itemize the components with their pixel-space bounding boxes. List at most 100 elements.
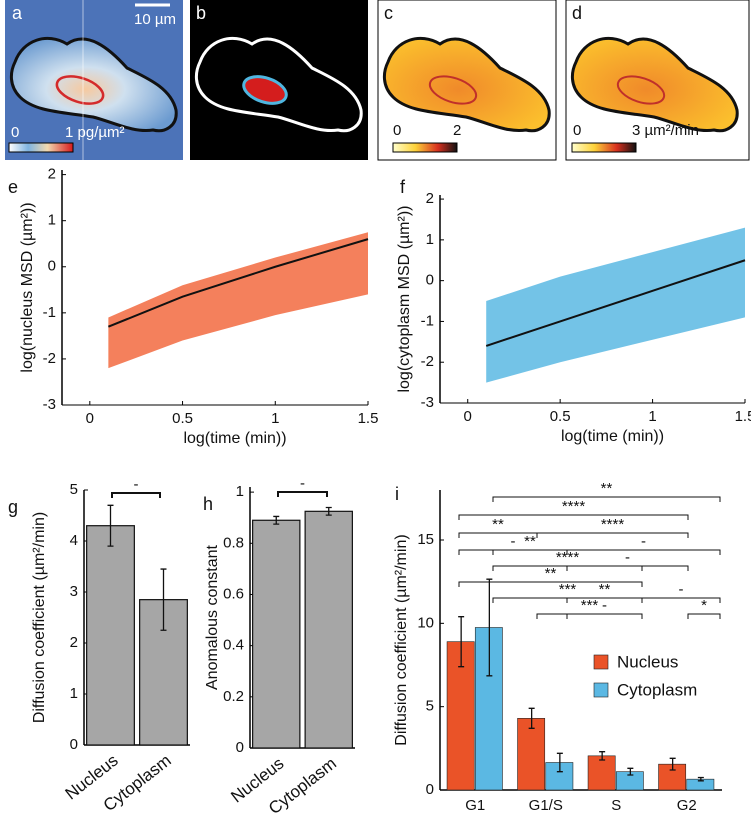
significance-bracket xyxy=(566,565,689,571)
y-tick-label: 15 xyxy=(417,531,434,548)
y-tick-label: 0.4 xyxy=(223,637,244,654)
significance-bracket xyxy=(566,613,643,619)
y-tick-label: 1 xyxy=(426,231,434,248)
significance-bracket xyxy=(111,492,161,498)
legend-label: Nucleus xyxy=(617,652,678,671)
significance-label: - xyxy=(625,549,630,566)
image-background xyxy=(190,0,368,160)
x-tick-label: S xyxy=(611,797,621,814)
nucleus xyxy=(242,75,288,105)
error-bar xyxy=(486,578,493,677)
legend-swatch xyxy=(593,654,609,670)
y-tick-label: -1 xyxy=(43,304,56,321)
y-tick-label: -1 xyxy=(421,312,434,329)
panel-label: d xyxy=(572,3,582,23)
x-tick-label: 0.5 xyxy=(550,408,571,425)
error-bar xyxy=(160,568,167,631)
y-tick-label: 1 xyxy=(48,212,56,229)
bar xyxy=(587,755,616,791)
error-bar xyxy=(325,506,332,516)
significance-label: - xyxy=(300,475,305,492)
significance-label: - xyxy=(511,533,516,550)
panel-a: 10 µm 0 1 pg/µm² a xyxy=(5,0,183,160)
panel-d: 0 3 µm²/min d xyxy=(565,0,750,161)
y-axis-label: log(cytoplasm MSD (µm²)) xyxy=(396,205,413,392)
significance-bracket xyxy=(687,613,721,619)
scale-bar-label: 10 µm xyxy=(134,11,176,28)
y-axis-label: Anomalous constant xyxy=(204,544,221,690)
y-tick-label: 4 xyxy=(70,532,78,549)
significance-label: - xyxy=(679,581,684,598)
bar xyxy=(304,510,353,749)
error-bar xyxy=(556,752,563,773)
y-tick-label: 2 xyxy=(426,190,434,207)
significance-label: ** xyxy=(524,533,536,550)
y-tick-label: 1 xyxy=(70,685,78,702)
x-axis-label: log(time (min)) xyxy=(183,430,286,447)
y-tick-label: -3 xyxy=(43,396,56,413)
significance-label: *** xyxy=(581,597,599,614)
significance-bracket xyxy=(492,496,721,502)
significance-label: **** xyxy=(562,498,586,515)
y-axis-label: Diffusion coefficient (µm²/min) xyxy=(393,534,410,745)
panel-b: b xyxy=(190,0,368,160)
y-tick-label: 0 xyxy=(426,781,434,798)
significance-label: * xyxy=(701,597,707,614)
significance-bracket xyxy=(536,532,689,538)
mean-line xyxy=(485,259,746,347)
trajectory-band xyxy=(486,227,745,383)
y-tick-label: -2 xyxy=(43,350,56,367)
error-bar xyxy=(599,751,606,761)
legend-label: Cytoplasm xyxy=(617,680,697,699)
significance-bracket xyxy=(566,549,721,555)
x-tick-label: 1 xyxy=(648,408,656,425)
error-bar xyxy=(107,504,114,547)
significance-label: ** xyxy=(599,581,611,598)
x-tick-label: G1/S xyxy=(529,797,563,814)
y-tick-label: 0.8 xyxy=(223,534,244,551)
x-tick-label: 0 xyxy=(464,408,472,425)
y-tick-label: 2 xyxy=(48,166,56,183)
y-tick-label: 10 xyxy=(417,614,434,631)
y-tick-label: -2 xyxy=(421,353,434,370)
significance-bracket xyxy=(277,491,328,497)
x-tick-label: G2 xyxy=(677,797,697,814)
y-axis-label: log(nucleus MSD (µm²)) xyxy=(19,202,36,372)
x-tick-label: 1.5 xyxy=(735,408,751,425)
significance-label: **** xyxy=(556,549,580,566)
colorbar xyxy=(571,142,637,153)
significance-label: - xyxy=(134,476,139,493)
error-bar xyxy=(528,707,535,729)
bar xyxy=(252,519,301,749)
nucleus-outline xyxy=(55,75,105,105)
y-tick-label: 5 xyxy=(70,481,78,498)
colorbar-label: 2 xyxy=(453,122,461,139)
colorbar-label: 3 µm²/min xyxy=(632,122,699,139)
error-bar xyxy=(273,515,280,525)
x-axis-label: log(time (min)) xyxy=(561,428,664,445)
panel-label: i xyxy=(395,484,399,504)
x-tick-label: 1.5 xyxy=(358,410,379,427)
significance-label: - xyxy=(641,533,646,550)
y-tick-label: 2 xyxy=(70,634,78,651)
nucleus-outline xyxy=(616,75,666,105)
significance-label: ** xyxy=(492,516,504,533)
nucleus-outline xyxy=(428,75,478,105)
x-tick-label: G1 xyxy=(465,797,485,814)
error-bar xyxy=(697,776,704,782)
colorbar-label: 0 xyxy=(11,124,19,141)
colorbar xyxy=(392,142,458,153)
y-tick-label: -3 xyxy=(421,394,434,411)
y-tick-label: 3 xyxy=(70,583,78,600)
significance-label: ** xyxy=(545,565,557,582)
significance-bracket xyxy=(458,581,643,587)
significance-label: *** xyxy=(559,581,577,598)
panel-label: e xyxy=(8,177,18,197)
panel-label: a xyxy=(12,3,23,23)
x-tick-label: 0 xyxy=(86,410,94,427)
error-bar xyxy=(458,616,465,668)
panel-label: f xyxy=(400,177,406,197)
panel-c: 0 2 c xyxy=(377,0,557,161)
panel-label: c xyxy=(384,3,393,23)
y-axis-label: Diffusion coefficient (µm²/min) xyxy=(31,512,48,723)
